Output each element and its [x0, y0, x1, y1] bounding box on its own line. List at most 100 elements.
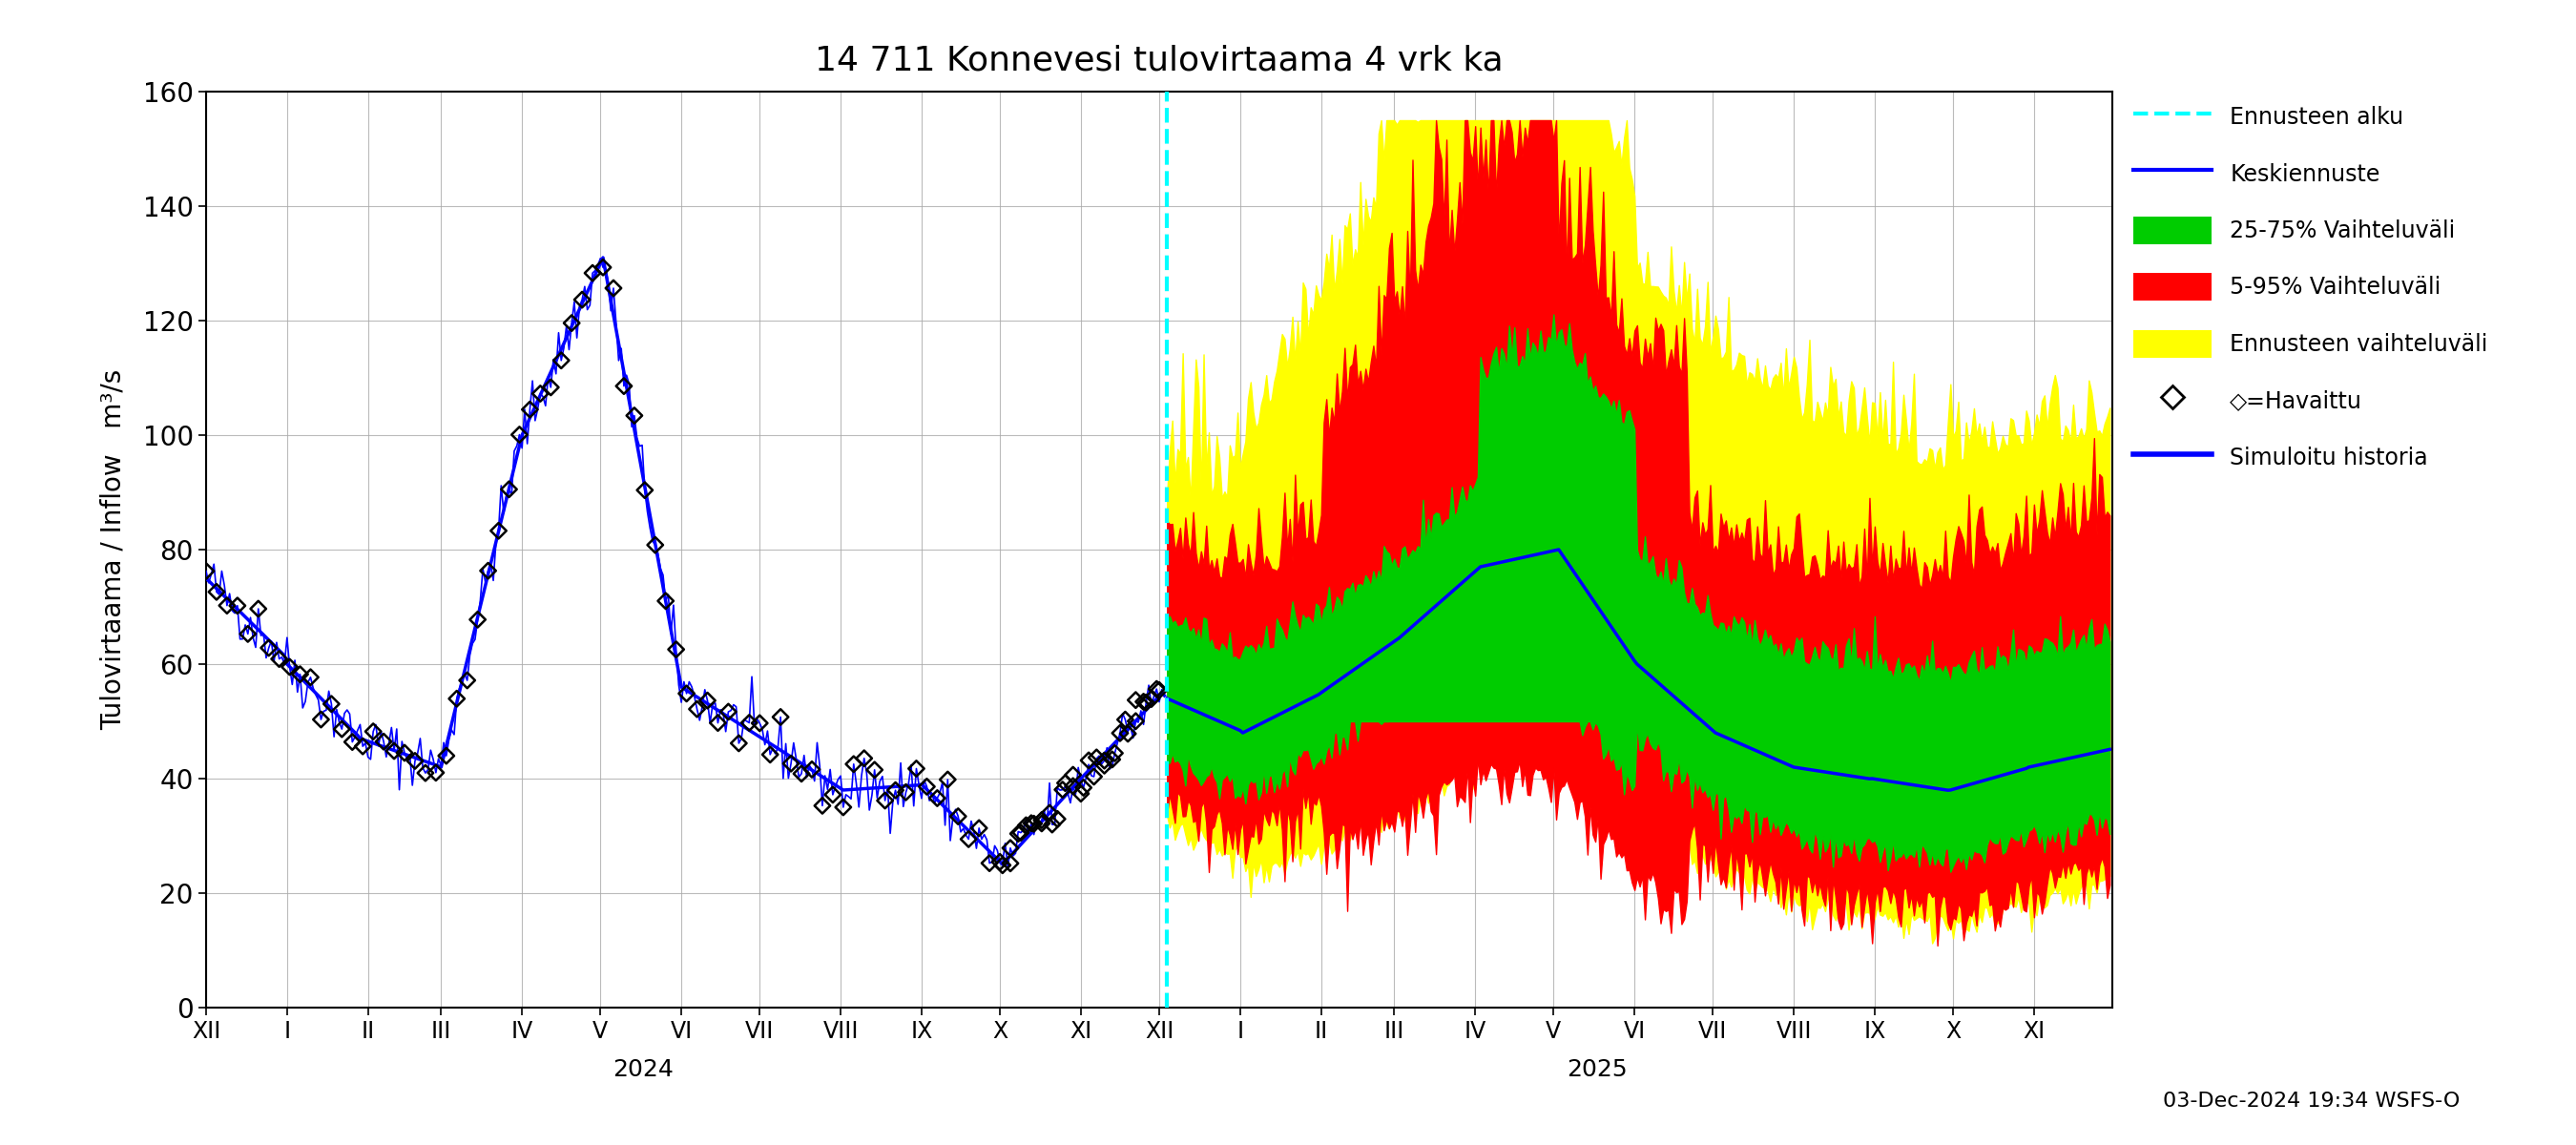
Point	[1036, 810, 1077, 828]
Point	[1077, 749, 1118, 767]
Point	[896, 759, 938, 777]
Point	[196, 583, 237, 601]
Point	[384, 744, 425, 763]
Point	[1084, 751, 1126, 769]
Point	[927, 771, 969, 789]
Point	[948, 830, 989, 848]
Point	[613, 406, 654, 425]
Point	[278, 665, 319, 684]
Point	[989, 839, 1030, 858]
Point	[1064, 779, 1105, 797]
Point	[811, 785, 853, 804]
Point	[1136, 680, 1177, 698]
Point	[500, 426, 541, 444]
Point	[415, 764, 456, 782]
Point	[1030, 815, 1072, 834]
Point	[312, 695, 353, 713]
Point	[842, 749, 884, 767]
Point	[425, 747, 466, 765]
Point	[822, 798, 863, 816]
Point	[1105, 710, 1146, 728]
Title: 14 711 Konnevesi tulovirtaama 4 vrk ka: 14 711 Konnevesi tulovirtaama 4 vrk ka	[814, 45, 1504, 77]
Point	[969, 854, 1010, 872]
Point	[216, 597, 258, 615]
Point	[291, 668, 332, 686]
Point	[603, 377, 644, 395]
Point	[989, 854, 1030, 872]
Point	[510, 401, 551, 419]
Point	[404, 764, 446, 782]
Point	[997, 824, 1038, 843]
Point	[1054, 766, 1095, 784]
Point	[592, 279, 634, 298]
Point	[572, 263, 613, 282]
Text: 2024: 2024	[613, 1058, 675, 1081]
Point	[1123, 693, 1164, 711]
Point	[781, 765, 822, 783]
Text: 2025: 2025	[1566, 1058, 1628, 1081]
Point	[677, 700, 719, 718]
Point	[1092, 750, 1133, 768]
Point	[227, 625, 268, 643]
Point	[541, 352, 582, 370]
Point	[322, 720, 363, 739]
Point	[667, 685, 708, 703]
Text: 03-Dec-2024 19:34 WSFS-O: 03-Dec-2024 19:34 WSFS-O	[2164, 1091, 2460, 1111]
Point	[237, 600, 278, 618]
Point	[760, 708, 801, 726]
Point	[353, 722, 394, 741]
Point	[750, 745, 791, 764]
Point	[520, 385, 562, 403]
Point	[1046, 774, 1087, 792]
Point	[832, 755, 873, 773]
Point	[770, 755, 811, 773]
Point	[719, 734, 760, 752]
Point	[958, 819, 999, 837]
Point	[1131, 689, 1172, 708]
Point	[551, 314, 592, 332]
Point	[258, 650, 299, 669]
Legend: Ennusteen alku, Keskiennuste, 25-75% Vaihteluväli, 5-95% Vaihteluväli, Ennusteen: Ennusteen alku, Keskiennuste, 25-75% Vai…	[2133, 103, 2488, 471]
Point	[999, 823, 1041, 842]
Point	[1115, 690, 1157, 709]
Point	[1061, 784, 1103, 803]
Point	[634, 536, 675, 554]
Point	[562, 291, 603, 309]
Point	[791, 760, 832, 779]
Point	[1020, 811, 1061, 829]
Point	[1041, 781, 1082, 799]
Point	[917, 789, 958, 807]
Point	[708, 703, 750, 721]
Point	[886, 783, 927, 802]
Point	[531, 378, 572, 396]
Point	[1012, 814, 1054, 832]
Point	[938, 807, 979, 826]
Point	[206, 597, 247, 615]
Point	[1005, 816, 1046, 835]
Point	[801, 797, 842, 815]
Point	[301, 710, 343, 728]
Point	[855, 760, 896, 779]
Point	[876, 781, 917, 799]
Point	[466, 561, 507, 579]
Point	[343, 737, 384, 756]
Point	[907, 777, 948, 796]
Point	[1069, 751, 1110, 769]
Point	[1028, 804, 1069, 822]
Point	[1115, 712, 1157, 731]
Point	[1020, 814, 1061, 832]
Point	[489, 480, 531, 498]
Point	[688, 692, 729, 710]
Point	[582, 259, 623, 277]
Point	[479, 522, 520, 540]
Point	[1074, 767, 1115, 785]
Point	[332, 733, 374, 751]
Point	[456, 610, 497, 629]
Point	[1139, 681, 1180, 700]
Point	[644, 592, 685, 610]
Point	[979, 853, 1020, 871]
Point	[981, 856, 1023, 875]
Point	[1100, 724, 1141, 742]
Point	[1095, 744, 1136, 763]
Point	[394, 752, 435, 771]
